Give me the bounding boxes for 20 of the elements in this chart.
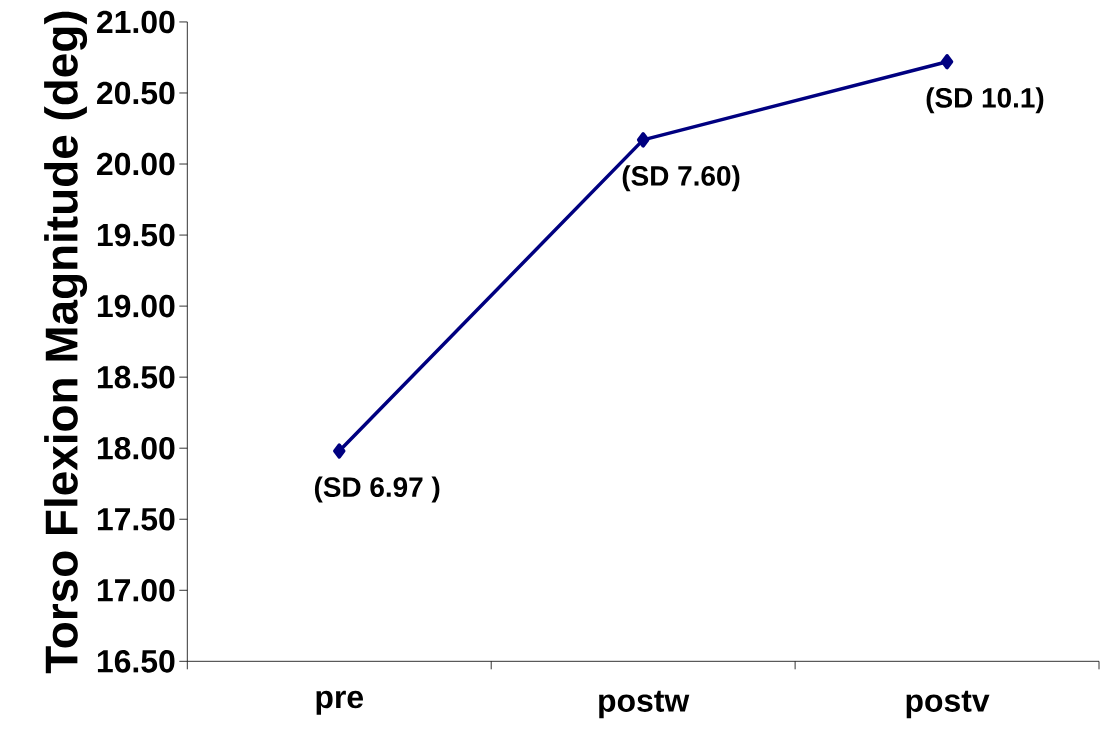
y-tick-label: 19.00 <box>97 294 175 318</box>
annotation: (SD 6.97 ) <box>314 476 440 503</box>
y-tick-label: 17.50 <box>97 507 175 531</box>
y-axis-title: Torso Flexion Magnitude (deg) <box>44 11 88 674</box>
y-tick-label: 18.50 <box>97 365 175 389</box>
x-tick-label: postv <box>906 690 990 719</box>
y-tick-label: 17.00 <box>97 578 175 602</box>
y-tick-label: 21.00 <box>97 10 175 34</box>
y-tick-label: 19.50 <box>97 223 175 247</box>
y-tick-label: 20.50 <box>97 81 175 105</box>
point <box>940 53 954 70</box>
point <box>636 132 650 148</box>
x-tick-label: postw <box>599 690 690 719</box>
y-tick-label: 18.00 <box>97 436 175 460</box>
x-tick-label: pre <box>316 690 364 715</box>
annotation: (SD 7.60) <box>622 165 740 192</box>
y-tick-label: 16.50 <box>97 649 175 673</box>
y-tick-label: 20.00 <box>97 152 175 176</box>
annotation: (SD 10.1) <box>926 87 1044 114</box>
point <box>333 443 346 459</box>
